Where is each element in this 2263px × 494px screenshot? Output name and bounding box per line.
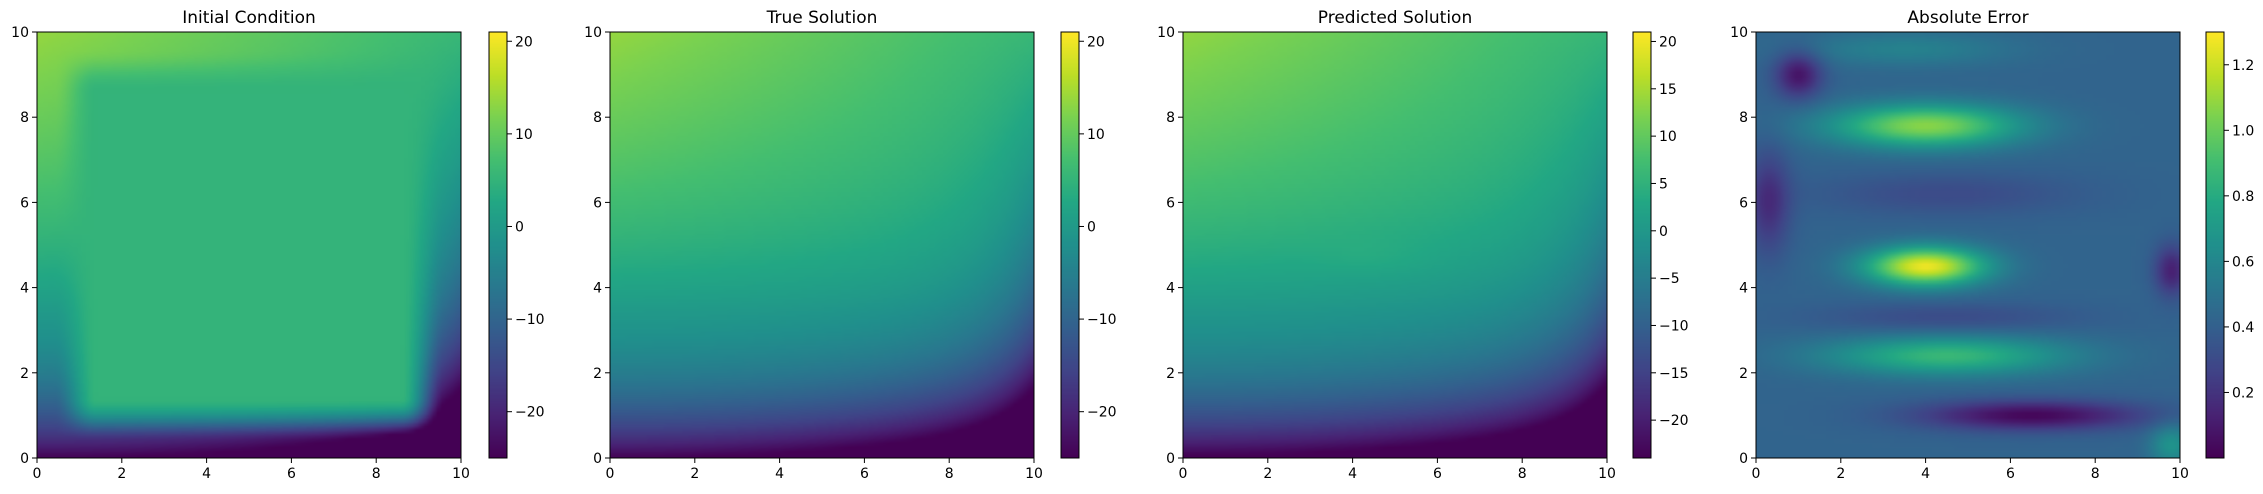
colorbar-tick-label: −20 xyxy=(1087,405,1117,421)
colorbar-tick-label: 10 xyxy=(1087,127,1105,143)
heatmap-image xyxy=(1756,32,2180,458)
colorbar-tick-label: −10 xyxy=(1087,312,1117,328)
colorbar-tick-label: 0.2 xyxy=(2232,385,2254,401)
axes-frame xyxy=(609,31,1035,459)
x-tick-label: 0 xyxy=(1179,466,1188,482)
y-tick-label: 10 xyxy=(1157,25,1175,41)
axes-frame xyxy=(36,31,462,459)
x-tick-label: 6 xyxy=(287,466,296,482)
panel-1: True Solution 0 2 4 6 8 10 0 2 4 6 8 10 −20 −10 0 10 20 xyxy=(584,8,1116,482)
colorbar-tick-label: 0.8 xyxy=(2232,189,2254,205)
y-tick-label: 6 xyxy=(20,195,29,211)
panel-title: True Solution xyxy=(766,8,878,28)
x-tick-label: 8 xyxy=(945,466,954,482)
x-tick-label: 0 xyxy=(606,466,615,482)
y-tick-label: 4 xyxy=(1166,281,1175,297)
heatmap-image xyxy=(1183,32,1607,458)
heatmap-image xyxy=(610,32,1034,458)
y-tick-label: 2 xyxy=(1739,366,1748,382)
x-tick-label: 2 xyxy=(690,466,699,482)
x-tick-label: 10 xyxy=(452,466,470,482)
y-tick-label: 0 xyxy=(1739,451,1748,467)
colorbar-tick-label: 20 xyxy=(515,34,533,50)
x-tick-label: 2 xyxy=(1836,466,1845,482)
colorbar-tick-label: −20 xyxy=(515,405,545,421)
colorbar-tick-label: 0 xyxy=(515,219,524,235)
axes-frame xyxy=(1755,31,2181,459)
panel-2: Predicted Solution 0 2 4 6 8 10 0 2 4 6 8 10 −20 −15 −1… xyxy=(1157,8,1688,482)
panel-title: Absolute Error xyxy=(1907,8,2028,28)
colorbar-gradient xyxy=(1633,32,1651,458)
colorbar-tick-label: 5 xyxy=(1659,176,1668,192)
x-tick-label: 10 xyxy=(1598,466,1616,482)
x-tick-label: 8 xyxy=(2091,466,2100,482)
colorbar-tick-label: 0 xyxy=(1659,224,1668,240)
colorbar-tick-label: 0.6 xyxy=(2232,254,2254,270)
colorbar-tick-label: 20 xyxy=(1659,34,1677,50)
x-tick-label: 4 xyxy=(775,466,784,482)
colorbar-frame xyxy=(488,31,508,459)
y-tick-label: 10 xyxy=(1730,25,1748,41)
x-tick-label: 2 xyxy=(117,466,126,482)
colorbar-tick-label: −20 xyxy=(1659,413,1689,429)
colorbar-gradient xyxy=(1061,32,1079,458)
y-tick-label: 8 xyxy=(593,110,602,126)
colorbar-frame xyxy=(2205,31,2225,459)
panel-0: Initial Condition 0 2 4 6 8 10 0 2 4 6 8 10 −20 −10 0 10… xyxy=(11,8,544,482)
colorbar-tick-label: 0 xyxy=(1087,219,1096,235)
colorbar-tick-label: 20 xyxy=(1087,34,1105,50)
y-tick-label: 6 xyxy=(1166,195,1175,211)
y-tick-label: 2 xyxy=(1166,366,1175,382)
panel-title: Predicted Solution xyxy=(1318,8,1472,28)
y-tick-label: 10 xyxy=(584,25,602,41)
colorbar-frame xyxy=(1632,31,1652,459)
y-tick-label: 2 xyxy=(20,366,29,382)
x-tick-label: 6 xyxy=(860,466,869,482)
panel-title: Initial Condition xyxy=(182,8,316,28)
y-tick-label: 8 xyxy=(1166,110,1175,126)
x-tick-label: 10 xyxy=(2171,466,2189,482)
heatmap-image xyxy=(37,32,461,458)
y-tick-label: 0 xyxy=(593,451,602,467)
x-tick-label: 6 xyxy=(1433,466,1442,482)
y-tick-label: 4 xyxy=(1739,281,1748,297)
colorbar-tick-label: 10 xyxy=(1659,129,1677,145)
y-tick-label: 6 xyxy=(1739,195,1748,211)
x-tick-label: 8 xyxy=(372,466,381,482)
colorbar-tick-label: 0.4 xyxy=(2232,320,2254,336)
x-tick-label: 4 xyxy=(1921,466,1930,482)
colorbar-tick-label: 1.0 xyxy=(2232,123,2254,139)
y-tick-label: 8 xyxy=(1739,110,1748,126)
colorbar-tick-label: −10 xyxy=(1659,318,1689,334)
x-tick-label: 2 xyxy=(1263,466,1272,482)
colorbar-tick-label: 1.2 xyxy=(2232,58,2254,74)
x-tick-label: 4 xyxy=(202,466,211,482)
colorbar-gradient xyxy=(2206,32,2224,458)
colorbar-tick-label: −15 xyxy=(1659,366,1689,382)
x-tick-label: 10 xyxy=(1025,466,1043,482)
axes-frame xyxy=(1182,31,1608,459)
colorbar-gradient xyxy=(489,32,507,458)
x-tick-label: 4 xyxy=(1348,466,1357,482)
x-tick-label: 0 xyxy=(33,466,42,482)
y-tick-label: 4 xyxy=(593,281,602,297)
colorbar-tick-label: 10 xyxy=(515,127,533,143)
colorbar-frame xyxy=(1060,31,1080,459)
y-tick-label: 0 xyxy=(20,451,29,467)
y-tick-label: 4 xyxy=(20,281,29,297)
y-tick-label: 10 xyxy=(11,25,29,41)
x-tick-label: 0 xyxy=(1752,466,1761,482)
y-tick-label: 2 xyxy=(593,366,602,382)
x-tick-label: 6 xyxy=(2006,466,2015,482)
y-tick-label: 0 xyxy=(1166,451,1175,467)
x-tick-label: 8 xyxy=(1518,466,1527,482)
y-tick-label: 8 xyxy=(20,110,29,126)
colorbar-tick-label: −5 xyxy=(1659,271,1680,287)
panel-3: Absolute Error 0 2 4 6 8 10 0 2 4 6 8 10 0.2 0.4 0.6 0.8… xyxy=(1730,8,2254,482)
colorbar-tick-label: 15 xyxy=(1659,82,1677,98)
y-tick-label: 6 xyxy=(593,195,602,211)
colorbar-tick-label: −10 xyxy=(515,312,545,328)
